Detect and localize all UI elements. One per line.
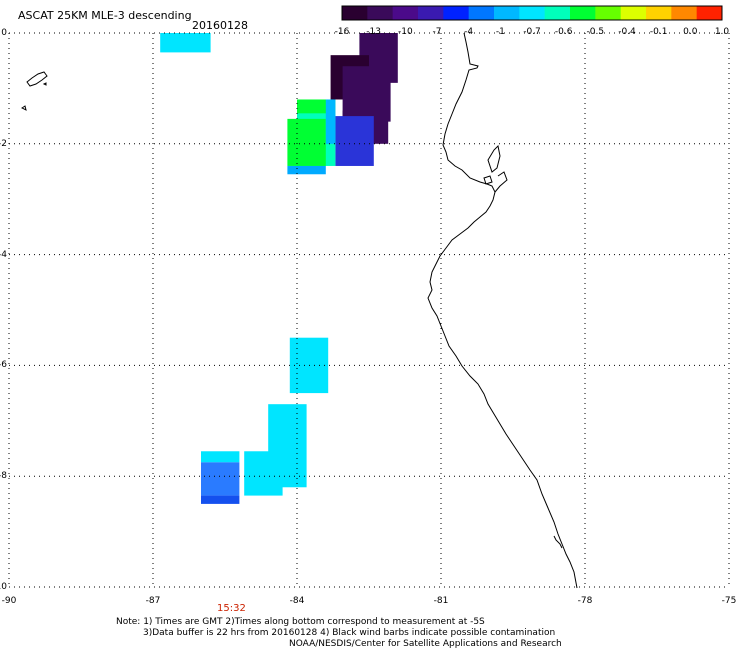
colorbar-swatch — [342, 6, 368, 20]
colorbar-swatch — [418, 6, 444, 20]
y-tick-label: -10 — [0, 582, 7, 592]
colorbar-swatch — [595, 6, 622, 20]
colorbar-swatch — [519, 6, 546, 20]
colorbar-swatch — [671, 6, 698, 20]
coast-inlet — [494, 171, 508, 193]
colorbar-swatch — [392, 6, 419, 20]
y-tick-label: -4 — [0, 249, 7, 260]
y-tick-label: -6 — [0, 360, 7, 371]
colorbar-swatch — [494, 6, 520, 20]
note-line-1: Note: 1) Times are GMT 2)Times along bot… — [116, 617, 485, 627]
wind-data-cell — [325, 99, 336, 144]
wind-data-cell — [201, 495, 240, 504]
galapagos-small-2 — [42, 82, 47, 86]
note-line-2: 3)Data buffer is 22 hrs from 20160128 4)… — [143, 628, 556, 638]
galapagos-small-1 — [21, 105, 27, 111]
chart-title: ASCAT 25KM MLE-3 descending — [18, 9, 192, 22]
wind-data-cell — [160, 33, 211, 53]
colorbar-label: 0.0 — [683, 27, 698, 37]
colorbar-swatch — [570, 6, 596, 20]
y-tick-label: -2 — [0, 138, 7, 149]
x-tick-label: -87 — [145, 596, 161, 606]
grid-lines — [8, 32, 730, 588]
colorbar-label: 1.0 — [714, 27, 730, 37]
colorbar-swatch — [468, 6, 495, 20]
y-tick-label: 0 — [1, 28, 7, 38]
wind-data-cell — [287, 165, 326, 175]
galapagos-isabela — [26, 71, 48, 87]
colorbar-label: -4 — [464, 27, 474, 37]
colorbar-label: -0.1 — [649, 27, 668, 37]
colorbar-swatch — [696, 6, 723, 20]
colorbar-label: -16 — [334, 27, 350, 37]
colorbar-label: -0.5 — [586, 27, 605, 37]
colorbar — [341, 5, 723, 21]
colorbar-label: -13 — [366, 27, 382, 37]
wind-data-cell — [287, 118, 326, 166]
colorbar-label: -0.7 — [523, 27, 541, 37]
colorbar-swatch — [646, 6, 672, 20]
note-line-3: NOAA/NESDIS/Center for Satellite Applica… — [289, 639, 562, 649]
colorbar-label: -0.6 — [554, 27, 573, 37]
x-tick-label: -81 — [433, 596, 449, 606]
colorbar-label: -7 — [432, 27, 442, 37]
pass-time-label: 15:32 — [217, 603, 246, 614]
x-tick-label: -90 — [1, 596, 17, 606]
data-cells — [160, 33, 398, 504]
colorbar-swatch — [544, 6, 571, 20]
gulf-island — [487, 144, 501, 173]
coast-detail-south — [553, 535, 563, 549]
puna-island — [483, 175, 493, 185]
colorbar-border — [341, 5, 723, 21]
date-label: 20160128 — [192, 19, 248, 32]
wind-data-cell — [201, 462, 240, 496]
y-tick-label: -8 — [0, 471, 7, 482]
colorbar-swatch — [443, 6, 470, 20]
wind-data-cell — [335, 116, 374, 166]
x-tick-label: -75 — [721, 596, 737, 606]
colorbar-label: -0.4 — [618, 27, 636, 37]
colorbar-label: -10 — [397, 27, 413, 37]
colorbar-swatch — [367, 6, 394, 20]
wind-data-cell — [201, 451, 240, 463]
wind-data-cell — [244, 451, 283, 496]
x-tick-label: -78 — [577, 596, 593, 606]
colorbar-swatch — [620, 6, 647, 20]
x-tick-label: -84 — [289, 596, 305, 606]
coastline — [427, 32, 578, 589]
colorbar-label: -1 — [495, 27, 505, 37]
